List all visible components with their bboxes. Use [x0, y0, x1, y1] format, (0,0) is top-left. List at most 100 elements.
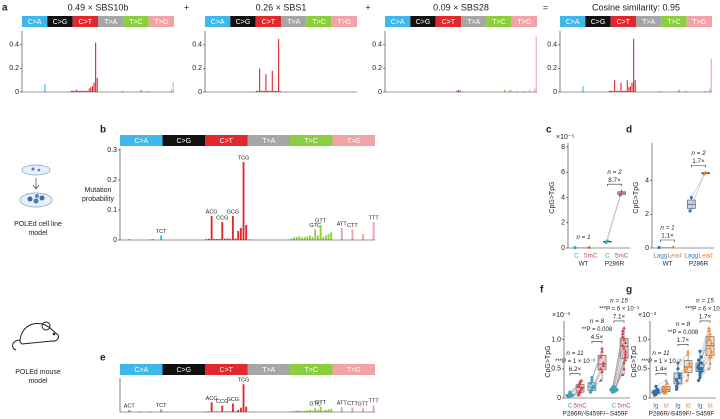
bracket [699, 320, 711, 323]
point [686, 352, 690, 356]
bar [612, 90, 614, 92]
class-band [661, 16, 687, 27]
p-value: ***P = 6 × 10⁻³ [685, 306, 720, 312]
class-label: C>G [591, 19, 606, 26]
class-band [290, 364, 333, 375]
bar [351, 229, 354, 240]
operator: = [543, 2, 548, 12]
bar [459, 90, 461, 92]
class-band [162, 135, 205, 146]
point [699, 361, 703, 365]
point [677, 373, 681, 377]
bracket [607, 183, 622, 187]
fold-change: 4.5× [591, 334, 604, 341]
bar [82, 90, 84, 92]
context-label: GCG [227, 209, 240, 215]
bar [330, 232, 333, 240]
bar [327, 234, 330, 240]
context-label: ATT [337, 221, 348, 227]
pair-line [699, 339, 711, 372]
y-axis-label: probability [82, 196, 114, 203]
bar [306, 236, 309, 240]
y-tick-label: 0 [198, 89, 202, 96]
bar [319, 406, 322, 412]
bar [268, 90, 270, 92]
fold-change: 7.1× [613, 314, 626, 321]
group-label: S459F [610, 411, 629, 418]
class-label: T>A [262, 367, 275, 374]
bar [372, 405, 375, 412]
point [699, 355, 703, 359]
context-label: GTC [309, 223, 321, 229]
context-label: CCG [216, 215, 228, 221]
y-tick-label: 2 [561, 220, 565, 227]
pair-line [657, 388, 668, 391]
class-band [247, 364, 290, 375]
n-label: n = 11 [566, 350, 583, 357]
context-label: TCT [156, 229, 167, 235]
panel-letter: a [2, 3, 8, 14]
point [623, 349, 628, 353]
bar [327, 409, 330, 412]
point [654, 384, 658, 388]
point [591, 385, 595, 390]
axis-exponent: ×10⁻⁵ [556, 134, 575, 141]
point [686, 349, 690, 353]
panel-letter: c [546, 125, 552, 136]
n-label: n = 8 [590, 318, 605, 325]
y-tick-label: 0 [643, 395, 647, 402]
bar [85, 90, 87, 92]
bar [704, 90, 706, 92]
class-band [585, 16, 611, 27]
bar [216, 239, 218, 240]
bar [128, 409, 131, 412]
bar [308, 409, 311, 412]
bar [260, 90, 262, 92]
class-band [610, 16, 636, 27]
model-label: model [28, 378, 48, 385]
class-band [123, 16, 149, 27]
subgroup-label: 5mC [573, 403, 587, 410]
class-label: C>T [79, 19, 93, 26]
bar [629, 86, 632, 92]
bar [301, 237, 303, 240]
point [610, 387, 615, 391]
bar [308, 235, 311, 240]
y-tick-label: 0 [553, 89, 557, 96]
point [709, 352, 714, 356]
bar [242, 162, 245, 240]
class-label: C>G [176, 138, 191, 145]
point [623, 340, 628, 344]
pair-line [698, 330, 709, 366]
y-tick-label: 1.0 [637, 336, 647, 343]
bar [226, 238, 229, 240]
point [671, 245, 676, 249]
bar [262, 90, 264, 92]
bar [245, 225, 248, 240]
point [613, 388, 617, 393]
class-label: C>A [211, 19, 225, 26]
bar [96, 77, 98, 92]
mouse-icon [12, 321, 59, 351]
bar [255, 90, 258, 92]
context-label: CCG [216, 399, 228, 405]
bar [678, 89, 681, 92]
subgroup-label: 5mC [584, 253, 598, 260]
class-band [205, 135, 248, 146]
group-label: WT [579, 261, 589, 268]
class-band [385, 16, 411, 27]
n-label: n = 15 [696, 298, 714, 305]
pair-line [615, 359, 626, 391]
class-band [247, 135, 290, 146]
bar [503, 89, 506, 92]
subgroup-label: Id [663, 403, 669, 410]
point [622, 361, 626, 365]
axis-exponent: ×10⁻³ [638, 312, 657, 319]
class-label: T>A [287, 19, 300, 26]
bar [311, 410, 314, 412]
point [676, 367, 680, 371]
context-label: GTT [315, 400, 327, 406]
bar [295, 410, 298, 412]
bar [265, 74, 267, 92]
